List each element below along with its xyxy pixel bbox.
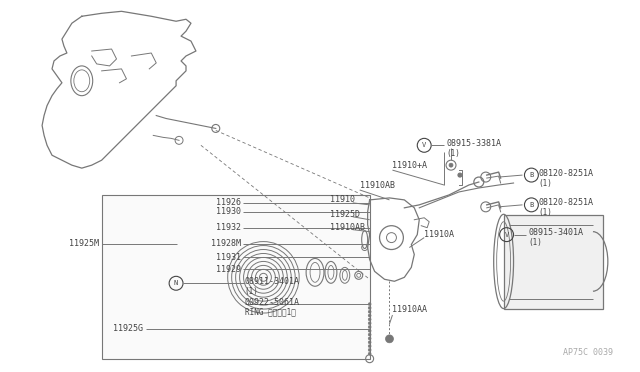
Text: 08911-3401A: 08911-3401A [244,277,300,286]
Circle shape [368,326,371,328]
Text: 08120-8251A: 08120-8251A [538,169,593,177]
Text: RING リング（1）: RING リング（1） [244,308,296,317]
Text: 08915-3401A: 08915-3401A [529,228,584,237]
Text: (1): (1) [446,149,460,158]
Circle shape [458,173,462,177]
Text: 11910AB: 11910AB [360,180,395,189]
Circle shape [368,322,371,325]
Text: 11910: 11910 [330,195,355,204]
Text: B: B [529,202,534,208]
Circle shape [368,310,371,313]
Text: 11925G: 11925G [113,324,143,333]
Circle shape [368,349,371,352]
Text: 11910AA: 11910AA [392,305,428,314]
Bar [102,195,370,359]
Circle shape [368,314,371,317]
Circle shape [368,303,371,306]
Text: 00922-5061A: 00922-5061A [244,298,300,307]
Text: (1): (1) [244,287,259,296]
Circle shape [368,329,371,332]
Circle shape [385,335,394,343]
Bar [504,215,603,309]
Circle shape [368,333,371,336]
Text: V: V [504,232,509,238]
Circle shape [449,163,453,167]
Text: 08120-8251A: 08120-8251A [538,198,593,207]
Text: 11910+A: 11910+A [392,161,428,170]
Text: AP75C 0039: AP75C 0039 [563,348,612,357]
Text: 11925M: 11925M [68,239,99,248]
Circle shape [368,318,371,321]
Text: 11910AB: 11910AB [330,223,365,232]
Text: B: B [529,172,534,178]
Circle shape [368,352,371,355]
Text: 11930: 11930 [216,207,241,216]
Text: (1): (1) [538,179,552,187]
Text: 11910A: 11910A [424,230,454,239]
Text: N: N [174,280,178,286]
Text: 11931: 11931 [216,253,241,262]
Circle shape [368,344,371,347]
Circle shape [368,307,371,310]
Circle shape [368,337,371,340]
Text: (1): (1) [529,238,542,247]
Text: 11925D: 11925D [330,210,360,219]
Text: V: V [422,142,426,148]
Text: 11929: 11929 [216,265,241,274]
Text: 11932: 11932 [216,223,241,232]
Text: 11926: 11926 [216,198,241,207]
Text: (1): (1) [538,208,552,217]
Text: 08915-3381A: 08915-3381A [446,139,501,148]
Circle shape [368,341,371,344]
Text: 11928M: 11928M [211,239,241,248]
